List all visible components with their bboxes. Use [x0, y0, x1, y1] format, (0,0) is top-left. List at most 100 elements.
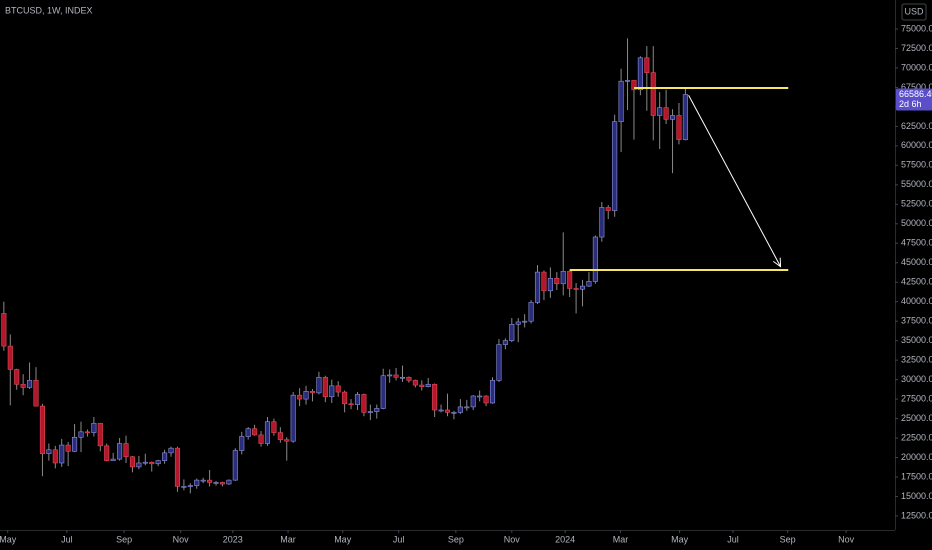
- candle-body: [560, 271, 566, 285]
- candle-body: [303, 391, 309, 400]
- candle-body: [579, 285, 586, 290]
- candle-body: [612, 121, 618, 211]
- candle-body: [361, 394, 367, 413]
- candle-body: [419, 384, 425, 387]
- candle-body: [97, 422, 103, 447]
- candle-body: [84, 431, 90, 434]
- candle-body: [637, 57, 643, 91]
- candle-body: [592, 236, 598, 282]
- candle-body: [599, 207, 605, 238]
- y-tick-label: 25000.00: [901, 413, 932, 423]
- candle-body: [65, 444, 71, 452]
- candle-body: [509, 323, 515, 341]
- candle-body: [374, 408, 380, 412]
- candle-body: [541, 271, 547, 292]
- candle-body: [219, 482, 226, 485]
- currency-box[interactable]: [901, 3, 927, 21]
- candle-body: [348, 403, 354, 406]
- candle-body: [554, 278, 560, 285]
- candle-body: [284, 439, 290, 442]
- candle-body: [110, 458, 116, 461]
- candle-body: [142, 461, 148, 464]
- candle-body: [136, 462, 142, 468]
- candle-body: [586, 281, 592, 287]
- currency: USD: [904, 6, 924, 16]
- y-tick-label: 42500.00: [901, 277, 932, 287]
- candle-body: [174, 447, 181, 487]
- candle-body: [33, 380, 39, 407]
- candle-body: [271, 421, 277, 433]
- candle-body: [515, 321, 521, 325]
- candle-body: [264, 421, 271, 444]
- candle-body: [464, 406, 470, 409]
- candle-body: [316, 376, 322, 394]
- y-tick-label: 70000.00: [901, 62, 932, 72]
- arrow-head: [772, 257, 782, 268]
- candle-body: [367, 411, 373, 413]
- candle-body: [1, 313, 7, 347]
- candle-body: [528, 302, 534, 322]
- y-tick-label: 75000.00: [901, 23, 932, 33]
- candle-body: [502, 340, 508, 345]
- y-tick-label: 40000.00: [901, 296, 932, 306]
- x-tick-label: 2024: [555, 534, 575, 544]
- y-tick-label: 22500.00: [901, 432, 932, 442]
- chart-title: BTCUSD, 1W, INDEX: [5, 5, 93, 15]
- x-tick-label: May: [334, 534, 352, 544]
- candle-body: [129, 456, 136, 468]
- candle-body: [14, 369, 20, 385]
- x-tick-label: Sep: [116, 534, 132, 544]
- y-tick-label: 52500.00: [901, 199, 932, 209]
- candle-body: [438, 409, 444, 412]
- price-label-box: [896, 88, 932, 111]
- candle-body: [393, 374, 399, 378]
- candle-body: [618, 80, 624, 123]
- candle-body: [232, 450, 238, 481]
- candle-body: [59, 444, 65, 464]
- y-tick-label: 30000.00: [901, 374, 932, 384]
- candle-body: [496, 344, 502, 381]
- candle-body: [380, 375, 386, 409]
- x-tick-label: Mar: [613, 534, 629, 544]
- candle-body: [20, 383, 26, 388]
- candle-body: [207, 479, 213, 483]
- candle-body: [117, 443, 123, 460]
- y-tick-label: 55000.00: [901, 179, 932, 189]
- x-tick-label: 2023: [223, 534, 243, 544]
- x-tick-label: Nov: [173, 534, 190, 544]
- candle-body: [290, 394, 296, 442]
- candle-body: [451, 412, 457, 414]
- candle-body: [91, 422, 97, 433]
- candle-body: [470, 395, 476, 408]
- candle-body: [155, 460, 161, 465]
- candle-body: [432, 383, 438, 411]
- candle-body: [412, 380, 418, 386]
- candle-body: [27, 380, 33, 388]
- candle-body: [46, 449, 52, 454]
- candle-body: [7, 345, 13, 370]
- candle-body: [489, 380, 496, 404]
- x-tick-label: Jul: [61, 534, 73, 544]
- candle-body: [213, 482, 219, 484]
- candle-body: [39, 405, 45, 454]
- candle-body: [104, 445, 110, 461]
- y-tick-label: 12500.00: [901, 510, 932, 520]
- candle-body: [669, 115, 676, 120]
- candle-body: [329, 385, 335, 398]
- x-tick-label: Mar: [280, 534, 296, 544]
- candle-body: [425, 383, 431, 387]
- candle-body: [162, 452, 168, 461]
- candle-body: [567, 271, 573, 289]
- candle-body: [663, 107, 669, 120]
- candle-body: [252, 428, 258, 436]
- trend-arrow: [688, 94, 781, 267]
- candle-body: [335, 385, 341, 393]
- x-tick-label: Sep: [780, 534, 796, 544]
- candle-body: [573, 288, 579, 290]
- price-countdown: 2d 6h: [899, 99, 922, 109]
- candle-body: [187, 485, 193, 487]
- y-tick-label: 20000.00: [901, 452, 932, 462]
- y-tick-label: 62500.00: [901, 121, 932, 131]
- candle-body: [239, 436, 245, 451]
